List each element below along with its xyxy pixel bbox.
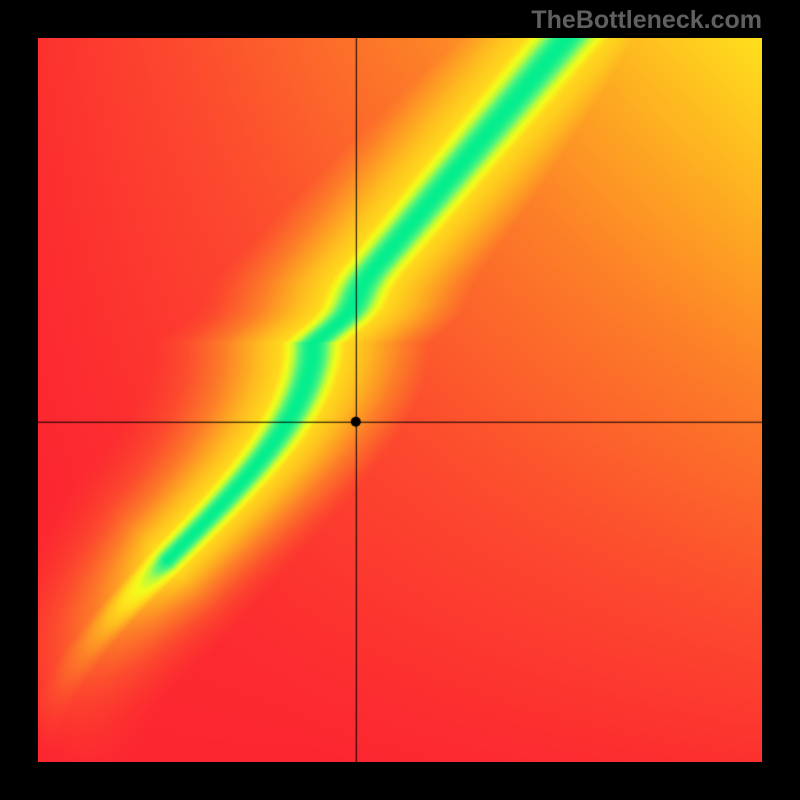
bottleneck-heatmap — [38, 38, 762, 762]
stage: TheBottleneck.com — [0, 0, 800, 800]
watermark-text: TheBottleneck.com — [531, 6, 762, 35]
